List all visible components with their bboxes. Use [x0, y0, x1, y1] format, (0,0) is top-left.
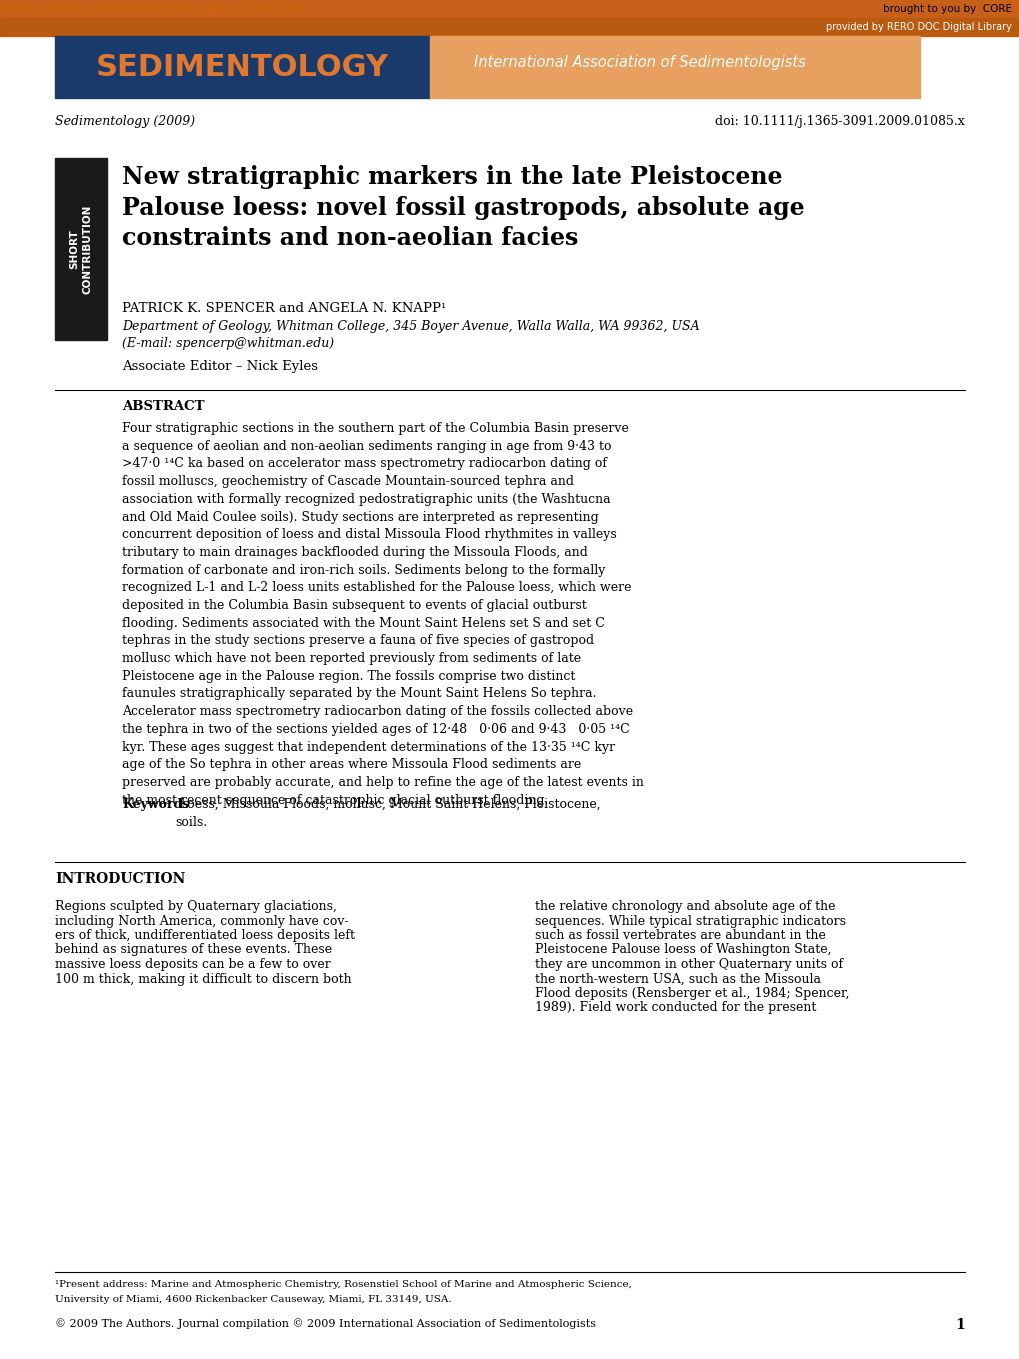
- Text: 1: 1: [955, 1318, 964, 1332]
- Text: ABSTRACT: ABSTRACT: [122, 400, 204, 413]
- Text: such as fossil vertebrates are abundant in the: such as fossil vertebrates are abundant …: [535, 930, 825, 942]
- Text: ers of thick, undifferentiated loess deposits left: ers of thick, undifferentiated loess dep…: [55, 930, 355, 942]
- Text: View metadata, citation and similar papers at core.ac.uk: View metadata, citation and similar pape…: [8, 4, 304, 14]
- Bar: [55, 35, 430, 98]
- Text: Flood deposits (Rensberger et al., 1984; Spencer,: Flood deposits (Rensberger et al., 1984;…: [535, 987, 849, 1000]
- Bar: [0, 0, 1019, 18]
- Text: Loess, Missoula Floods, mollusc, Mount Saint Helens, Pleistocene,
soils.: Loess, Missoula Floods, mollusc, Mount S…: [175, 798, 600, 829]
- Text: SEDIMENTOLOGY: SEDIMENTOLOGY: [96, 53, 388, 82]
- Text: Associate Editor – Nick Eyles: Associate Editor – Nick Eyles: [122, 360, 318, 372]
- Text: ¹Present address: Marine and Atmospheric Chemistry, Rosenstiel School of Marine : ¹Present address: Marine and Atmospheric…: [55, 1280, 631, 1288]
- Text: New stratigraphic markers in the late Pleistocene
Palouse loess: novel fossil ga: New stratigraphic markers in the late Pl…: [122, 164, 804, 250]
- Text: SHORT
CONTRIBUTION: SHORT CONTRIBUTION: [69, 204, 93, 294]
- Text: 1989). Field work conducted for the present: 1989). Field work conducted for the pres…: [535, 1002, 815, 1015]
- Text: Keywords: Keywords: [122, 798, 190, 811]
- Bar: [430, 35, 919, 98]
- Text: the relative chronology and absolute age of the: the relative chronology and absolute age…: [535, 900, 835, 913]
- Text: Sedimentology (2009): Sedimentology (2009): [55, 116, 195, 128]
- Text: International Association of Sedimentologists: International Association of Sedimentolo…: [474, 56, 805, 71]
- Text: © 2009 The Authors. Journal compilation © 2009 International Association of Sedi: © 2009 The Authors. Journal compilation …: [55, 1318, 595, 1329]
- Text: PATRICK K. SPENCER and ANGELA N. KNAPP¹: PATRICK K. SPENCER and ANGELA N. KNAPP¹: [122, 302, 446, 315]
- Bar: [55, 158, 107, 340]
- Text: Four stratigraphic sections in the southern part of the Columbia Basin preserve
: Four stratigraphic sections in the south…: [122, 423, 643, 807]
- Text: brought to you by  CORE: brought to you by CORE: [882, 4, 1011, 14]
- Text: University of Miami, 4600 Rickenbacker Causeway, Miami, FL 33149, USA.: University of Miami, 4600 Rickenbacker C…: [55, 1295, 451, 1305]
- Text: the north-western USA, such as the Missoula: the north-western USA, such as the Misso…: [535, 973, 820, 985]
- Text: including North America, commonly have cov-: including North America, commonly have c…: [55, 915, 348, 927]
- Text: behind as signatures of these events. These: behind as signatures of these events. Th…: [55, 943, 332, 957]
- Bar: [0, 18, 1019, 35]
- Text: provided by RERO DOC Digital Library: provided by RERO DOC Digital Library: [825, 22, 1011, 33]
- Text: 100 m thick, making it difficult to discern both: 100 m thick, making it difficult to disc…: [55, 973, 352, 985]
- Text: doi: 10.1111/j.1365-3091.2009.01085.x: doi: 10.1111/j.1365-3091.2009.01085.x: [714, 116, 964, 128]
- Text: Regions sculpted by Quaternary glaciations,: Regions sculpted by Quaternary glaciatio…: [55, 900, 336, 913]
- Text: Department of Geology, Whitman College, 345 Boyer Avenue, Walla Walla, WA 99362,: Department of Geology, Whitman College, …: [122, 319, 699, 333]
- Text: Pleistocene Palouse loess of Washington State,: Pleistocene Palouse loess of Washington …: [535, 943, 830, 957]
- Text: sequences. While typical stratigraphic indicators: sequences. While typical stratigraphic i…: [535, 915, 845, 927]
- Text: (E-mail: spencerp@whitman.edu): (E-mail: spencerp@whitman.edu): [122, 337, 334, 351]
- Text: massive loess deposits can be a few to over: massive loess deposits can be a few to o…: [55, 958, 330, 970]
- Text: they are uncommon in other Quaternary units of: they are uncommon in other Quaternary un…: [535, 958, 843, 970]
- Text: INTRODUCTION: INTRODUCTION: [55, 872, 185, 886]
